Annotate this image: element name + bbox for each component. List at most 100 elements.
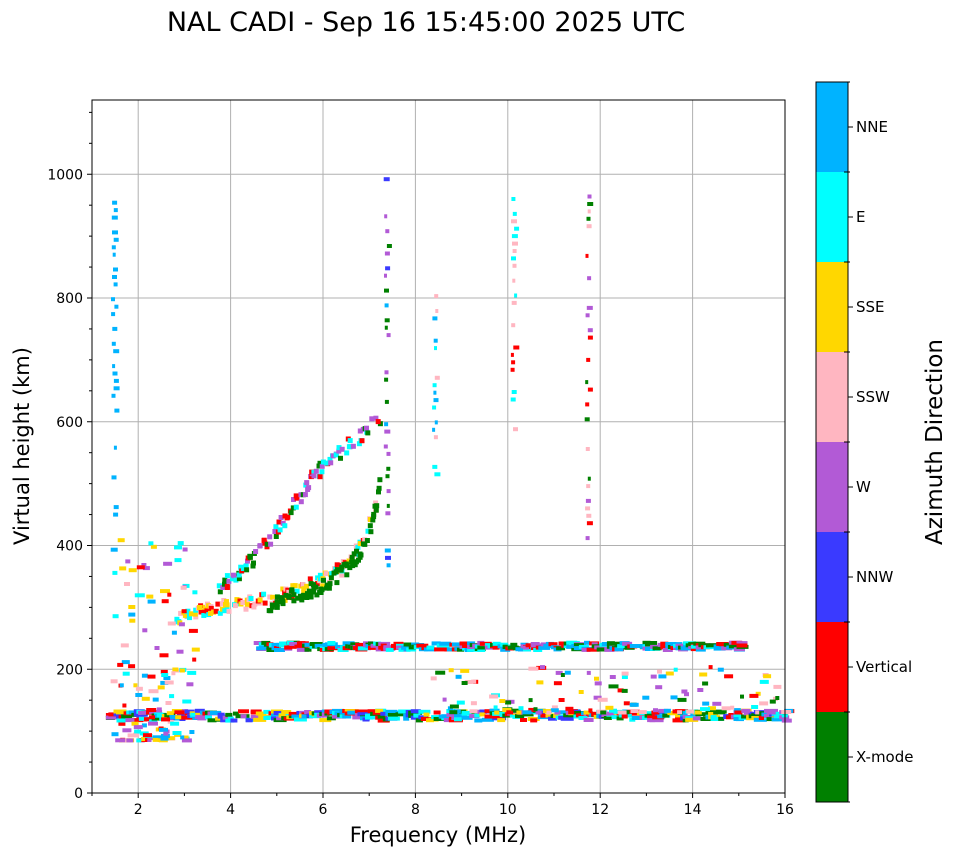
echo-point bbox=[187, 670, 197, 675]
echo-point bbox=[189, 730, 195, 734]
echo-point bbox=[181, 738, 192, 743]
echo-point bbox=[314, 581, 320, 587]
echo-point bbox=[764, 713, 773, 718]
colorbar-segment-x-mode bbox=[816, 712, 848, 802]
echo-point bbox=[411, 642, 420, 647]
echo-point bbox=[125, 559, 131, 564]
echo-point bbox=[658, 708, 669, 713]
echo-point bbox=[733, 647, 745, 652]
echo-point bbox=[313, 584, 319, 590]
echo-point bbox=[154, 646, 160, 650]
echo-point bbox=[585, 253, 589, 258]
echo-point bbox=[416, 643, 429, 648]
echo-point bbox=[324, 582, 330, 588]
echo-point bbox=[304, 583, 310, 589]
echo-point bbox=[432, 464, 438, 469]
y-tick-label: 800 bbox=[56, 291, 83, 307]
echo-point bbox=[141, 737, 145, 742]
echo-point bbox=[129, 618, 136, 623]
echo-point bbox=[380, 711, 391, 716]
echo-point bbox=[660, 641, 669, 646]
echo-point bbox=[334, 562, 340, 568]
echo-point bbox=[398, 709, 412, 714]
echo-point bbox=[426, 645, 435, 650]
echo-point bbox=[160, 669, 168, 674]
echo-point bbox=[586, 670, 591, 675]
echo-point bbox=[269, 604, 275, 610]
echo-point bbox=[169, 715, 176, 719]
echo-point bbox=[609, 641, 622, 646]
echo-point bbox=[413, 713, 421, 718]
echo-point bbox=[128, 568, 137, 573]
echo-point bbox=[124, 582, 130, 586]
echo-point bbox=[377, 715, 385, 720]
echo-point bbox=[150, 544, 157, 549]
echo-point bbox=[433, 398, 439, 403]
echo-point bbox=[560, 673, 565, 677]
echo-point bbox=[586, 357, 591, 362]
x-tick-label: 8 bbox=[411, 802, 420, 818]
echo-point bbox=[512, 263, 517, 268]
echo-point bbox=[182, 547, 188, 552]
echo-point bbox=[144, 717, 153, 722]
echo-point bbox=[528, 707, 538, 712]
echo-point bbox=[175, 715, 182, 720]
echo-point bbox=[461, 715, 473, 720]
echo-point bbox=[271, 642, 278, 647]
echo-point bbox=[317, 572, 323, 578]
echo-point bbox=[151, 716, 161, 721]
echo-point bbox=[226, 608, 232, 614]
echo-point bbox=[470, 701, 477, 706]
echo-point bbox=[294, 644, 306, 649]
echo-point bbox=[286, 589, 292, 595]
echo-point bbox=[373, 500, 379, 506]
echo-point bbox=[384, 318, 390, 323]
echo-point bbox=[690, 647, 700, 652]
echo-point bbox=[308, 474, 314, 480]
echo-point bbox=[433, 338, 438, 343]
echo-point bbox=[695, 712, 710, 717]
echo-point bbox=[161, 717, 170, 722]
echo-point bbox=[695, 645, 704, 650]
echo-point bbox=[111, 297, 115, 302]
echo-point bbox=[621, 671, 629, 676]
echo-point bbox=[288, 510, 294, 516]
echo-point bbox=[758, 716, 766, 720]
echo-point bbox=[136, 738, 142, 743]
echo-point bbox=[117, 662, 124, 667]
echo-point bbox=[244, 567, 250, 573]
chart-title: NAL CADI - Sep 16 15:45:00 2025 UTC bbox=[167, 7, 685, 38]
echo-point bbox=[179, 668, 185, 673]
echo-point bbox=[431, 641, 441, 646]
echo-point bbox=[240, 714, 247, 719]
echo-point bbox=[695, 647, 706, 652]
colorbar-label: X-mode bbox=[856, 748, 913, 766]
echo-point bbox=[307, 576, 313, 582]
echo-point bbox=[258, 712, 267, 717]
echo-point bbox=[585, 380, 589, 385]
echo-point bbox=[177, 541, 184, 546]
echo-point bbox=[536, 680, 544, 685]
echo-point bbox=[193, 607, 199, 613]
echo-point bbox=[335, 567, 340, 573]
echo-point bbox=[384, 399, 389, 404]
x-tick-label: 4 bbox=[226, 802, 235, 818]
echo-point bbox=[141, 723, 147, 728]
echo-point bbox=[174, 619, 180, 625]
echo-point bbox=[375, 419, 381, 425]
echo-point bbox=[609, 675, 616, 679]
echo-point bbox=[174, 558, 182, 563]
echo-point bbox=[385, 555, 391, 560]
echo-point bbox=[148, 721, 158, 726]
echo-point bbox=[385, 266, 391, 271]
echo-point bbox=[118, 721, 126, 726]
echo-point bbox=[514, 293, 518, 298]
echo-point bbox=[755, 710, 760, 715]
echo-point bbox=[699, 672, 708, 677]
echo-point bbox=[449, 704, 459, 709]
echo-point bbox=[710, 715, 717, 720]
echo-point bbox=[279, 641, 287, 646]
echo-point bbox=[464, 680, 473, 684]
echo-point bbox=[204, 608, 210, 614]
echo-point bbox=[257, 543, 263, 549]
